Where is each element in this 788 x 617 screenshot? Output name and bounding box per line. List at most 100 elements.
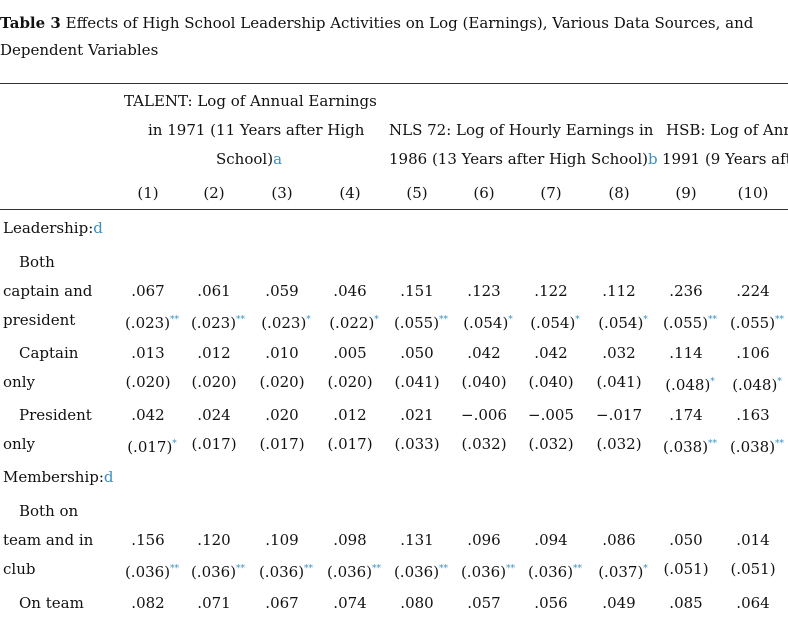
significance-marker[interactable]: **	[775, 439, 785, 449]
std-error-cell: (.017)	[259, 435, 305, 453]
coefficient-cell: .085	[669, 594, 703, 612]
std-error-cell: (.032)	[528, 435, 574, 453]
significance-marker[interactable]: *	[172, 439, 177, 449]
std-error-cell: (.041)	[596, 373, 642, 391]
talent-header-line3: School)a	[216, 150, 283, 168]
column-header-2: (2)	[203, 184, 225, 202]
significance-marker[interactable]: **	[304, 564, 314, 574]
coefficient-cell: .059	[265, 282, 299, 300]
significance-marker[interactable]: *	[643, 315, 648, 325]
row-label-president-1: President	[19, 406, 92, 424]
significance-marker[interactable]: **	[439, 564, 449, 574]
significance-marker[interactable]: *	[575, 315, 580, 325]
std-error-cell: (.055)**	[393, 314, 449, 332]
row-label-team-club-2: team and in	[3, 531, 94, 549]
coefficient-cell: .057	[467, 594, 501, 612]
talent-footnote-link[interactable]: a	[273, 150, 283, 168]
coefficient-cell: .024	[197, 406, 231, 424]
std-error-cell: (.040)	[528, 373, 574, 391]
row-label-team-club-1: Both on	[19, 502, 79, 520]
caption-text-line2: Dependent Variables	[0, 41, 159, 59]
column-header-3: (3)	[271, 184, 293, 202]
column-header-6: (6)	[473, 184, 495, 202]
coefficient-cell: .049	[602, 594, 636, 612]
significance-marker[interactable]: *	[374, 315, 379, 325]
std-error-cell: (.033)	[394, 435, 440, 453]
coefficient-cell: .123	[467, 282, 501, 300]
row-label-team-1: On team	[19, 594, 84, 612]
column-header-9: (9)	[675, 184, 697, 202]
column-header-8: (8)	[608, 184, 630, 202]
std-error-cell: (.054)*	[530, 314, 580, 332]
coefficient-cell: .151	[400, 282, 434, 300]
coefficient-cell: −.006	[461, 406, 507, 424]
std-error-cell: (.041)	[394, 373, 440, 391]
significance-marker[interactable]: *	[643, 564, 648, 574]
coefficient-cell: .224	[736, 282, 770, 300]
nls-footnote-link[interactable]: b	[648, 150, 658, 168]
hsb-header-line2: 1991 (9 Years afte	[662, 150, 788, 168]
significance-marker[interactable]: **	[236, 315, 246, 325]
talent-header-line2: in 1971 (11 Years after High	[148, 121, 365, 139]
significance-marker[interactable]: **	[372, 564, 382, 574]
significance-marker[interactable]: *	[508, 315, 513, 325]
std-error-cell: (.032)	[596, 435, 642, 453]
significance-marker[interactable]: **	[708, 315, 718, 325]
significance-marker[interactable]: **	[506, 564, 516, 574]
coefficient-cell: .014	[736, 531, 770, 549]
coefficient-cell: .067	[265, 594, 299, 612]
std-error-cell: (.054)*	[598, 314, 648, 332]
significance-marker[interactable]: **	[170, 315, 180, 325]
section-membership: Membership:d	[3, 468, 114, 486]
significance-marker[interactable]: **	[573, 564, 583, 574]
coefficient-cell: .112	[602, 282, 636, 300]
coefficient-cell: .094	[534, 531, 568, 549]
significance-marker[interactable]: *	[306, 315, 311, 325]
std-error-cell: (.023)**	[190, 314, 246, 332]
column-header-5: (5)	[406, 184, 428, 202]
coefficient-cell: .032	[602, 344, 636, 362]
significance-marker[interactable]: *	[777, 377, 782, 387]
std-error-cell: (.038)**	[729, 438, 785, 456]
coefficient-cell: .096	[467, 531, 501, 549]
std-error-cell: (.022)*	[329, 314, 379, 332]
std-error-cell: (.040)	[461, 373, 507, 391]
coefficient-cell: .042	[131, 406, 165, 424]
std-error-cell: (.037)*	[598, 563, 648, 581]
std-error-cell: (.036)**	[393, 563, 449, 581]
std-error-cell: (.017)*	[127, 438, 177, 456]
std-error-cell: (.023)*	[261, 314, 311, 332]
membership-footnote-link[interactable]: d	[103, 468, 114, 486]
std-error-cell: (.020)	[125, 373, 171, 391]
std-error-cell: (.036)**	[258, 563, 314, 581]
std-error-cell: (.020)	[259, 373, 305, 391]
column-header-1: (1)	[137, 184, 159, 202]
hsb-header-line1: HSB: Log of Anr	[666, 121, 788, 139]
std-error-cell: (.017)	[327, 435, 373, 453]
significance-marker[interactable]: **	[708, 439, 718, 449]
significance-marker[interactable]: **	[170, 564, 180, 574]
table-caption: Table 3 Effects of High School Leadershi…	[0, 10, 788, 64]
coefficient-cell: .086	[602, 531, 636, 549]
std-error-cell: (.038)**	[662, 438, 718, 456]
significance-marker[interactable]: **	[439, 315, 449, 325]
coefficient-cell: .106	[736, 344, 770, 362]
std-error-cell: (.017)	[191, 435, 237, 453]
std-error-cell: (.032)	[461, 435, 507, 453]
caption-text-line1: Effects of High School Leadership Activi…	[65, 14, 754, 32]
std-error-cell: (.036)**	[460, 563, 516, 581]
leadership-footnote-link[interactable]: d	[93, 219, 103, 237]
std-error-cell: (.036)**	[326, 563, 382, 581]
significance-marker[interactable]: **	[236, 564, 246, 574]
significance-marker[interactable]: **	[775, 315, 785, 325]
coefficient-cell: .005	[333, 344, 367, 362]
row-label-team-club-3: club	[3, 560, 36, 578]
std-error-cell: (.054)*	[463, 314, 513, 332]
coefficient-cell: .012	[197, 344, 231, 362]
coefficient-cell: .012	[333, 406, 367, 424]
std-error-cell: (.048)*	[732, 376, 782, 394]
std-error-cell: (.055)**	[729, 314, 785, 332]
nls-header-line2: 1986 (13 Years after High School)b	[389, 150, 658, 168]
significance-marker[interactable]: *	[710, 377, 715, 387]
